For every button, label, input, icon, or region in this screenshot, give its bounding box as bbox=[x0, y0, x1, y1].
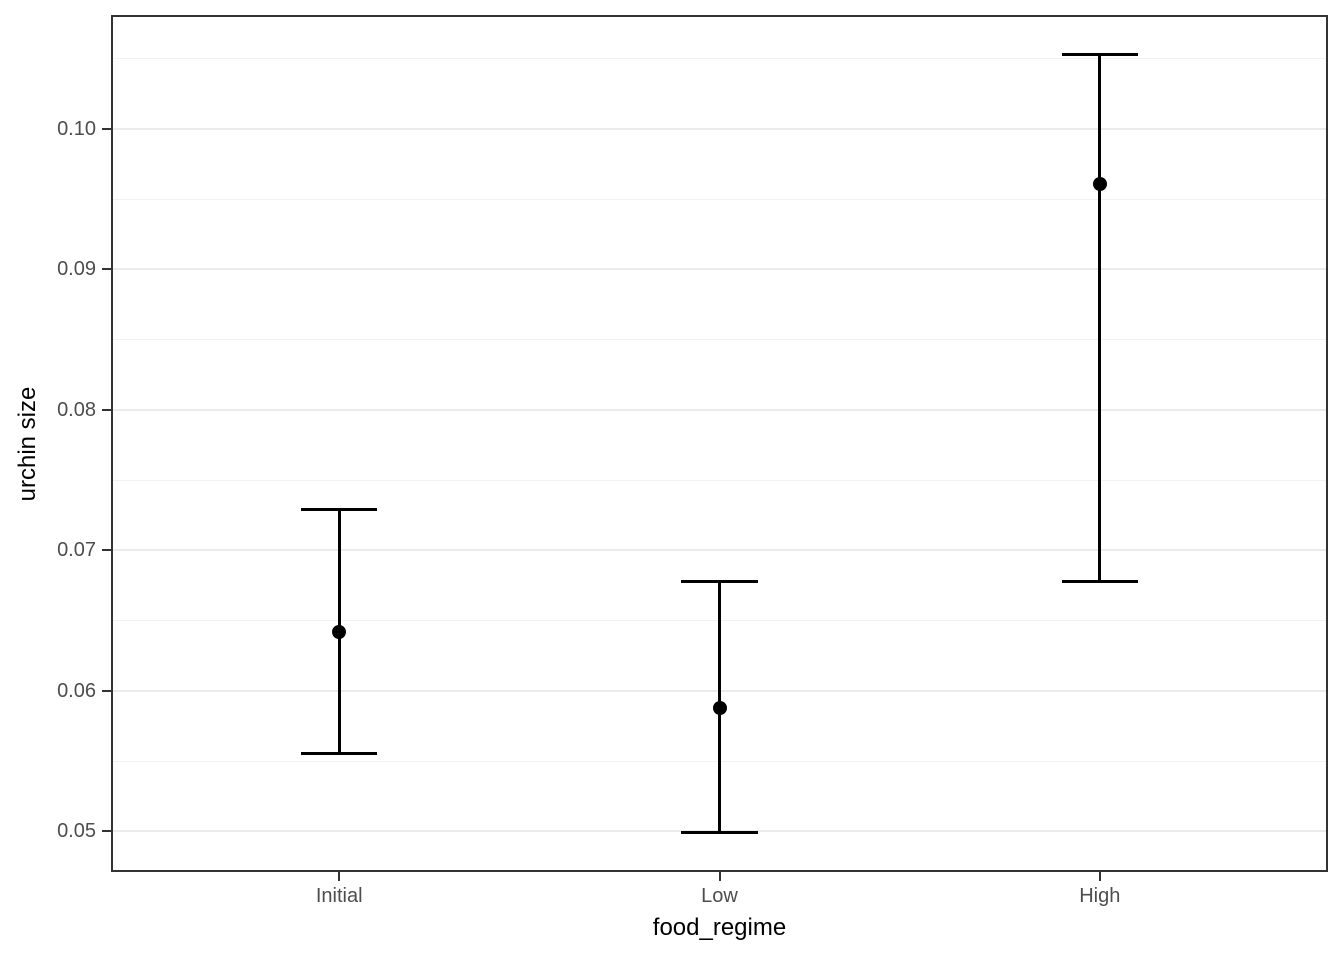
y-axis-tick bbox=[102, 549, 111, 552]
y-major-gridline bbox=[111, 268, 1328, 271]
errorbar-vertical-line bbox=[1098, 54, 1102, 582]
y-minor-gridline bbox=[111, 339, 1328, 341]
y-axis-tick-label: 0.10 bbox=[57, 117, 96, 140]
x-axis-tick-label: Initial bbox=[315, 885, 363, 907]
errorbar-upper-cap bbox=[301, 508, 378, 512]
errorbar-lower-cap bbox=[301, 752, 378, 756]
y-axis-tick bbox=[102, 268, 111, 271]
prediction-point bbox=[712, 700, 727, 715]
y-axis-title: urchin size bbox=[14, 386, 41, 501]
y-major-gridline bbox=[111, 127, 1328, 130]
prediction-point bbox=[332, 624, 347, 639]
x-axis-tick bbox=[1098, 872, 1101, 881]
y-axis-tick-label: 0.06 bbox=[57, 679, 96, 702]
y-axis-tick bbox=[102, 689, 111, 692]
prediction-point bbox=[1092, 176, 1107, 191]
y-axis-tick-label: 0.07 bbox=[57, 539, 96, 562]
y-minor-gridline bbox=[111, 479, 1328, 481]
y-minor-gridline bbox=[111, 198, 1328, 200]
y-axis-tick-label: 0.09 bbox=[57, 258, 96, 281]
y-axis-tick bbox=[102, 830, 111, 833]
x-axis-tick-label: High bbox=[1079, 885, 1121, 907]
y-minor-gridline bbox=[111, 58, 1328, 60]
y-major-gridline bbox=[111, 408, 1328, 411]
x-axis-tick bbox=[718, 872, 721, 881]
y-axis-tick bbox=[102, 127, 111, 130]
y-axis-tick-label: 0.05 bbox=[57, 820, 96, 843]
errorbar-lower-cap bbox=[1061, 579, 1138, 583]
errorbar-upper-cap bbox=[1061, 52, 1138, 56]
x-axis-tick-label: Low bbox=[701, 885, 738, 907]
errorbar-lower-cap bbox=[681, 831, 758, 835]
x-axis-tick bbox=[338, 872, 341, 881]
x-axis-title: food_regime bbox=[652, 914, 787, 941]
errorbar-upper-cap bbox=[681, 579, 758, 583]
y-axis-tick-label: 0.08 bbox=[57, 398, 96, 421]
y-axis-tick bbox=[102, 408, 111, 411]
y-major-gridline bbox=[111, 549, 1328, 552]
